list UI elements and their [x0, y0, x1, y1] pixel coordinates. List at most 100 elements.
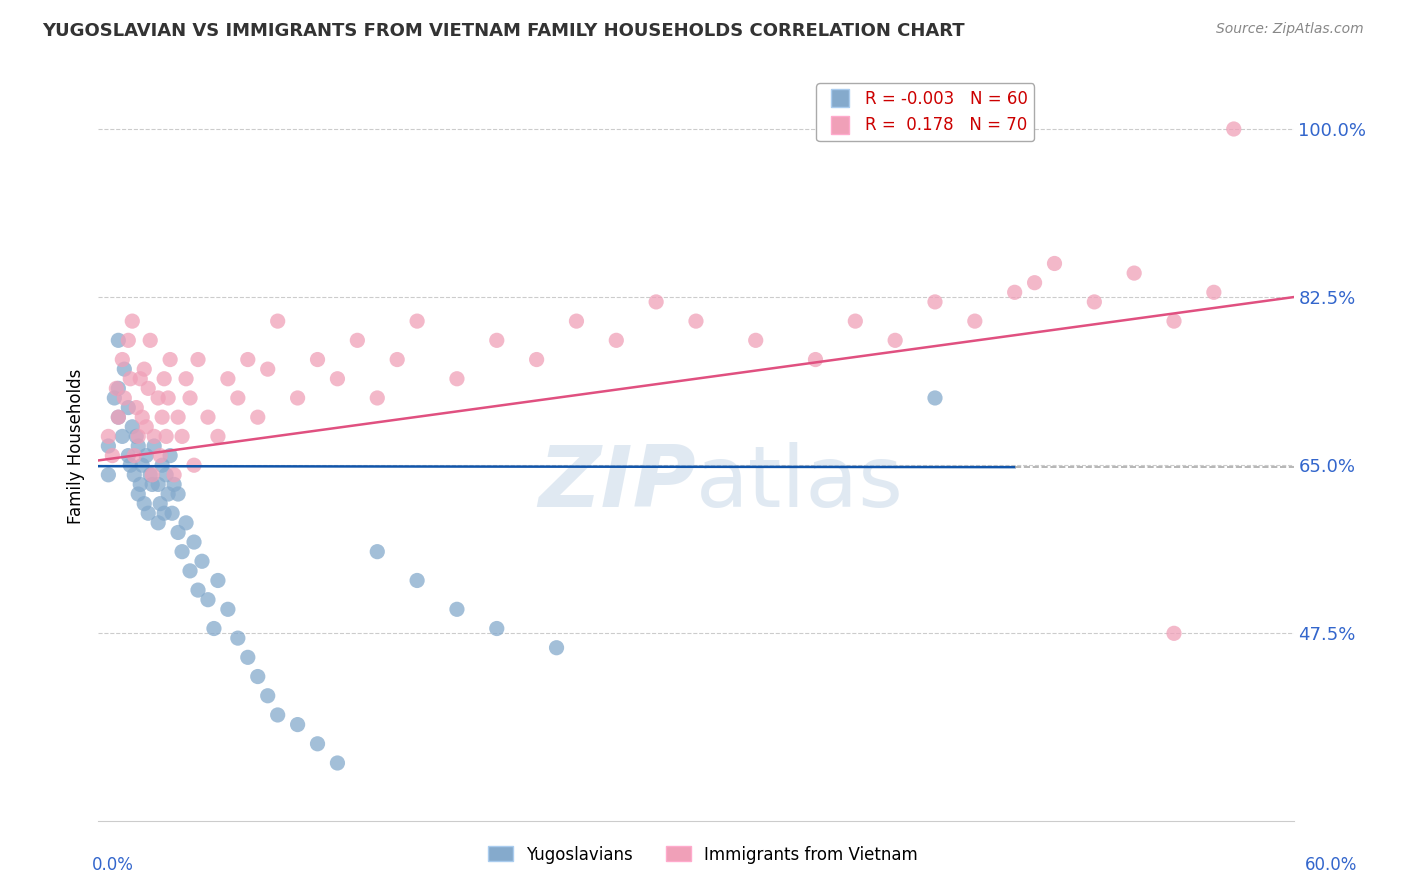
Point [107, 334, 129, 348]
Text: atlas: atlas [696, 442, 904, 525]
Point [1083, 294, 1105, 309]
Point [111, 352, 134, 367]
Point [385, 352, 409, 367]
Point [136, 381, 159, 395]
Point [207, 429, 229, 443]
Point [924, 294, 946, 309]
Point [287, 391, 309, 405]
Point [131, 458, 153, 473]
Point [546, 640, 568, 655]
Point [136, 506, 159, 520]
Point [187, 352, 209, 367]
Point [101, 449, 124, 463]
Point [287, 717, 309, 731]
Point [120, 372, 142, 386]
Point [745, 334, 768, 348]
Point [127, 487, 149, 501]
Point [157, 487, 180, 501]
Point [112, 362, 135, 376]
Point [153, 506, 176, 520]
Point [129, 477, 152, 491]
Point [346, 334, 368, 348]
Point [160, 506, 183, 520]
Point [139, 334, 162, 348]
Point [197, 592, 219, 607]
Point [963, 314, 986, 328]
Point [159, 449, 181, 463]
Point [366, 544, 388, 558]
Point [485, 622, 508, 636]
Point [172, 429, 194, 443]
Point [207, 574, 229, 588]
Point [256, 689, 278, 703]
Point [159, 352, 181, 367]
Point [406, 314, 429, 328]
Point [105, 381, 128, 395]
Point [134, 497, 156, 511]
Point [143, 439, 166, 453]
Point [167, 525, 190, 540]
Point [135, 419, 157, 434]
Point [685, 314, 707, 328]
Point [163, 467, 186, 482]
Point [1163, 314, 1185, 328]
Point [924, 391, 946, 405]
Point [103, 391, 125, 405]
Point [174, 372, 197, 386]
Point [1043, 256, 1066, 270]
Point [125, 401, 148, 415]
Point [121, 314, 143, 328]
Point [131, 410, 153, 425]
Point [129, 372, 152, 386]
Point [125, 429, 148, 443]
Point [117, 334, 139, 348]
Point [326, 756, 349, 770]
Point [149, 449, 172, 463]
Point [183, 535, 205, 549]
Point [179, 564, 201, 578]
Point [256, 362, 278, 376]
Point [149, 497, 172, 511]
Point [307, 352, 329, 367]
Point [135, 449, 157, 463]
Point [111, 429, 134, 443]
Point [150, 458, 173, 473]
Point [127, 439, 149, 453]
Point [446, 602, 468, 616]
Point [172, 544, 194, 558]
Point [141, 477, 163, 491]
Point [226, 631, 249, 645]
Point [174, 516, 197, 530]
Point [155, 467, 177, 482]
Point [406, 574, 429, 588]
Text: YUGOSLAVIAN VS IMMIGRANTS FROM VIETNAM FAMILY HOUSEHOLDS CORRELATION CHART: YUGOSLAVIAN VS IMMIGRANTS FROM VIETNAM F… [42, 22, 965, 40]
Point [148, 391, 170, 405]
Text: ZIP: ZIP [538, 442, 696, 525]
Point [148, 516, 170, 530]
Point [246, 669, 269, 683]
Point [246, 410, 269, 425]
Point [217, 602, 239, 616]
Point [267, 708, 290, 723]
Point [526, 352, 548, 367]
Point [236, 352, 259, 367]
Point [1024, 276, 1046, 290]
Point [565, 314, 588, 328]
Text: 60.0%: 60.0% [1305, 855, 1357, 873]
Point [326, 372, 349, 386]
Point [153, 372, 176, 386]
Point [134, 362, 156, 376]
Point [226, 391, 249, 405]
Point [107, 381, 129, 395]
Text: Source: ZipAtlas.com: Source: ZipAtlas.com [1216, 22, 1364, 37]
Point [157, 391, 180, 405]
Point [155, 429, 177, 443]
Point [884, 334, 907, 348]
Point [107, 410, 129, 425]
Point [485, 334, 508, 348]
Text: 0.0%: 0.0% [91, 855, 134, 873]
Point [179, 391, 201, 405]
Point [120, 458, 142, 473]
Legend: Yugoslavians, Immigrants from Vietnam: Yugoslavians, Immigrants from Vietnam [481, 839, 925, 871]
Point [97, 467, 120, 482]
